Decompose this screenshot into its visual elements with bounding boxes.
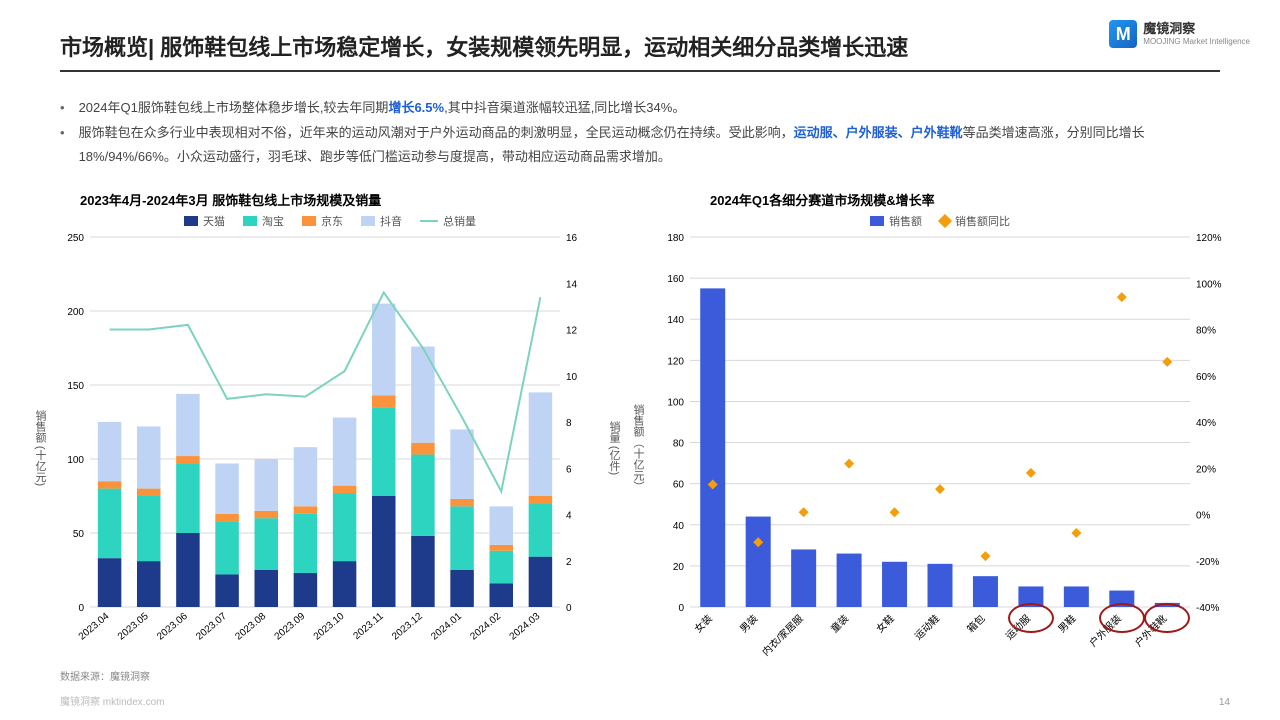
svg-text:男鞋: 男鞋	[1055, 612, 1078, 635]
chart-left: 2023年4月-2024年3月 服饰鞋包线上市场规模及销量 天猫淘宝京东抖音总销…	[40, 190, 620, 662]
svg-text:-40%: -40%	[1196, 603, 1219, 614]
svg-text:2023.12: 2023.12	[390, 611, 425, 643]
svg-text:-20%: -20%	[1196, 557, 1219, 568]
svg-text:内衣/家居服: 内衣/家居服	[759, 612, 806, 657]
svg-text:2024.03: 2024.03	[508, 611, 543, 643]
svg-text:2023.05: 2023.05	[116, 611, 151, 643]
svg-text:150: 150	[67, 381, 84, 392]
svg-text:运动鞋: 运动鞋	[912, 612, 942, 642]
svg-text:户外鞋靴: 户外鞋靴	[1132, 612, 1169, 649]
chart2-legend: 销售额销售额同比	[630, 213, 1250, 229]
svg-text:100: 100	[67, 455, 84, 466]
svg-text:20%: 20%	[1196, 464, 1216, 475]
svg-text:2023.11: 2023.11	[351, 611, 386, 642]
svg-text:40: 40	[673, 521, 685, 532]
svg-text:箱包: 箱包	[964, 612, 987, 635]
svg-text:2024.02: 2024.02	[468, 611, 503, 643]
svg-text:0: 0	[566, 603, 572, 614]
logo-sub: MOOJING Market Intelligence	[1143, 37, 1250, 46]
svg-text:120%: 120%	[1196, 233, 1222, 244]
bullet-2: 服饰鞋包在众多行业中表现相对不俗，近年来的运动风潮对于户外运动商品的刺激明显，全…	[60, 121, 1220, 170]
svg-text:0: 0	[78, 603, 84, 614]
chart-right: 2024年Q1各细分赛道市场规模&增长率 销售额销售额同比 0 20 40 60 80 1…	[630, 190, 1250, 662]
svg-text:120: 120	[667, 356, 684, 367]
svg-text:2023.08: 2023.08	[233, 611, 268, 643]
svg-text:4: 4	[566, 511, 572, 522]
svg-text:2023.06: 2023.06	[155, 611, 190, 643]
brand-logo: M 魔镜洞察 MOOJING Market Intelligence	[1109, 20, 1250, 48]
svg-text:女鞋: 女鞋	[873, 612, 896, 635]
svg-text:0%: 0%	[1196, 511, 1211, 522]
svg-text:80%: 80%	[1196, 326, 1216, 337]
chart1-legend: 天猫淘宝京东抖音总销量	[40, 213, 620, 229]
svg-text:2024.01: 2024.01	[429, 611, 464, 643]
chart2-plot: 0 20 40 60 80 100 120 140 160 180 -40% -20% 0% 20% 40%…	[630, 233, 1250, 662]
logo-name: 魔镜洞察	[1143, 22, 1250, 36]
svg-text:2023.04: 2023.04	[77, 611, 112, 643]
chart1-plot: 05010015020025002468101214162023.042023.…	[40, 233, 620, 662]
svg-text:50: 50	[73, 529, 85, 540]
svg-text:100: 100	[667, 398, 684, 409]
svg-text:女装: 女装	[692, 612, 715, 635]
svg-text:20: 20	[673, 562, 685, 573]
page-number: 14	[1219, 697, 1230, 708]
page-title: 市场概览| 服饰鞋包线上市场稳定增长，女装规模领先明显，运动相关细分品类增长迅速	[60, 30, 1220, 72]
svg-text:户外服装: 户外服装	[1086, 612, 1123, 649]
svg-text:童装: 童装	[828, 612, 851, 635]
chart1-title: 2023年4月-2024年3月 服饰鞋包线上市场规模及销量	[80, 190, 620, 209]
chart2-title: 2024年Q1各细分赛道市场规模&增长率	[710, 190, 1250, 209]
svg-text:80: 80	[673, 439, 685, 450]
svg-text:0: 0	[678, 603, 684, 614]
svg-text:200: 200	[67, 307, 84, 318]
svg-text:100%: 100%	[1196, 279, 1222, 290]
svg-text:16: 16	[566, 233, 578, 244]
svg-text:180: 180	[667, 233, 684, 244]
svg-text:14: 14	[566, 279, 578, 290]
bullet-1: 2024年Q1服饰鞋包线上市场整体稳步增长,较去年同期增长6.5%,其中抖音渠道…	[60, 96, 1220, 121]
svg-text:140: 140	[667, 315, 684, 326]
bullets: 2024年Q1服饰鞋包线上市场整体稳步增长,较去年同期增长6.5%,其中抖音渠道…	[0, 80, 1280, 170]
svg-text:2023.09: 2023.09	[273, 611, 308, 643]
svg-text:250: 250	[67, 233, 84, 244]
footnote: 数据来源：魔镜洞察	[60, 668, 1280, 683]
svg-text:男装: 男装	[737, 612, 760, 635]
svg-text:160: 160	[667, 274, 684, 285]
footer: 魔镜洞察 mktindex.com	[60, 693, 164, 708]
svg-text:2: 2	[566, 557, 572, 568]
svg-text:运动服: 运动服	[1003, 613, 1033, 643]
svg-text:2023.07: 2023.07	[194, 611, 229, 643]
svg-text:2023.10: 2023.10	[312, 611, 347, 643]
header: 市场概览| 服饰鞋包线上市场稳定增长，女装规模领先明显，运动相关细分品类增长迅速	[0, 0, 1280, 80]
svg-text:12: 12	[566, 326, 578, 337]
svg-text:60: 60	[673, 480, 685, 491]
svg-text:60%: 60%	[1196, 372, 1216, 383]
svg-text:40%: 40%	[1196, 418, 1216, 429]
svg-text:6: 6	[566, 464, 572, 475]
logo-mark: M	[1109, 20, 1137, 48]
svg-text:10: 10	[566, 372, 578, 383]
svg-text:8: 8	[566, 418, 572, 429]
